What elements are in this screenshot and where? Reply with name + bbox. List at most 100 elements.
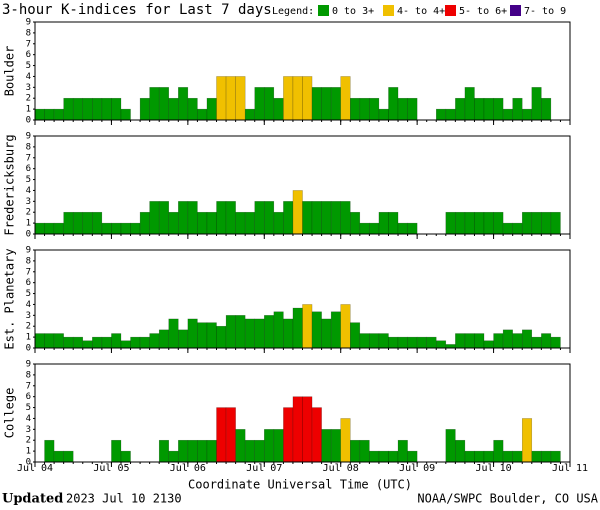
bar — [445, 429, 456, 463]
bar — [541, 450, 552, 463]
y-tick-label: 3 — [26, 311, 31, 321]
bar — [369, 97, 380, 121]
bar — [474, 450, 485, 463]
y-tick-label: 9 — [26, 360, 31, 370]
bar — [273, 211, 284, 235]
bar — [397, 97, 408, 121]
bar — [254, 318, 265, 349]
legend-title: Legend: — [272, 6, 314, 17]
bar — [445, 344, 456, 349]
y-tick-label: 9 — [26, 132, 31, 142]
bar — [531, 87, 542, 121]
bar — [178, 201, 189, 235]
bar — [350, 322, 361, 349]
bar — [541, 97, 552, 121]
y-tick-label: 6 — [26, 392, 31, 402]
bar — [101, 336, 112, 349]
bar — [464, 87, 475, 121]
y-tick-label: 8 — [26, 256, 31, 266]
bar — [53, 333, 64, 349]
y-tick-label: 3 — [26, 425, 31, 435]
bar — [321, 201, 332, 235]
y-tick-label: 0 — [26, 458, 31, 468]
y-axis-title: Fredericksburg — [3, 134, 17, 235]
bar — [311, 407, 322, 463]
bar — [244, 318, 255, 349]
y-axis-title: Est. Planetary — [3, 248, 17, 349]
bar — [397, 222, 408, 235]
y-axis-title: College — [3, 388, 17, 439]
bar — [321, 87, 332, 121]
bar — [388, 211, 399, 235]
x-tick-label: Jul 06 — [170, 463, 206, 474]
legend-label: 4- to 4+ — [397, 6, 445, 17]
y-tick-label: 7 — [26, 153, 31, 163]
bar — [359, 222, 370, 235]
bar — [235, 76, 246, 121]
bar — [139, 97, 150, 121]
bar — [340, 201, 351, 235]
panel-frame — [34, 249, 571, 349]
bar — [483, 211, 494, 235]
bar — [130, 336, 141, 349]
updated-time: 2023 Jul 10 2130 — [66, 492, 182, 506]
bar — [369, 450, 380, 463]
bar — [34, 222, 45, 235]
bar — [197, 108, 208, 121]
bar — [531, 211, 542, 235]
bar — [168, 318, 179, 349]
bar — [244, 108, 255, 121]
legend-label: 0 to 3+ — [332, 6, 374, 17]
bar — [455, 97, 466, 121]
bar — [550, 211, 561, 235]
bar — [206, 322, 217, 349]
credit: NOAA/SWPC Boulder, CO USA — [417, 492, 598, 506]
legend-label: 7- to 9 — [524, 6, 566, 17]
bar — [311, 201, 322, 235]
panel-frame — [34, 363, 571, 463]
bar — [464, 333, 475, 349]
bar — [330, 201, 341, 235]
bar — [311, 87, 322, 121]
bar — [206, 439, 217, 463]
bar — [187, 97, 198, 121]
bar — [53, 450, 64, 463]
bar — [82, 211, 93, 235]
y-tick-label: 5 — [26, 403, 31, 413]
bar — [455, 333, 466, 349]
bar — [521, 108, 533, 121]
bar — [359, 333, 370, 349]
bar — [264, 201, 275, 235]
bar — [512, 450, 523, 463]
bar — [158, 87, 169, 121]
bar — [158, 439, 169, 463]
bar — [407, 450, 418, 463]
bar — [436, 340, 447, 349]
legend-swatch — [383, 5, 394, 16]
bar — [216, 76, 227, 121]
bar — [512, 333, 523, 349]
bar — [273, 429, 284, 463]
bar — [44, 222, 55, 235]
x-tick-label: Jul 04 — [17, 463, 53, 474]
bar — [474, 333, 485, 349]
bar — [302, 396, 313, 463]
updated-label: Updated — [2, 492, 63, 507]
bar — [178, 87, 189, 121]
legend-label: 5- to 6+ — [459, 6, 507, 17]
bar — [464, 450, 475, 463]
bar — [216, 201, 227, 235]
y-tick-label: 7 — [26, 267, 31, 277]
bar — [302, 304, 313, 349]
y-tick-label: 9 — [26, 246, 31, 256]
bar — [455, 439, 466, 463]
bar — [139, 211, 150, 235]
bar — [512, 222, 523, 235]
bar — [292, 307, 303, 349]
bar — [158, 329, 169, 349]
bar — [34, 108, 45, 121]
bar — [63, 450, 74, 463]
y-tick-label: 5 — [26, 61, 31, 71]
bar — [541, 211, 552, 235]
bar — [330, 429, 341, 463]
